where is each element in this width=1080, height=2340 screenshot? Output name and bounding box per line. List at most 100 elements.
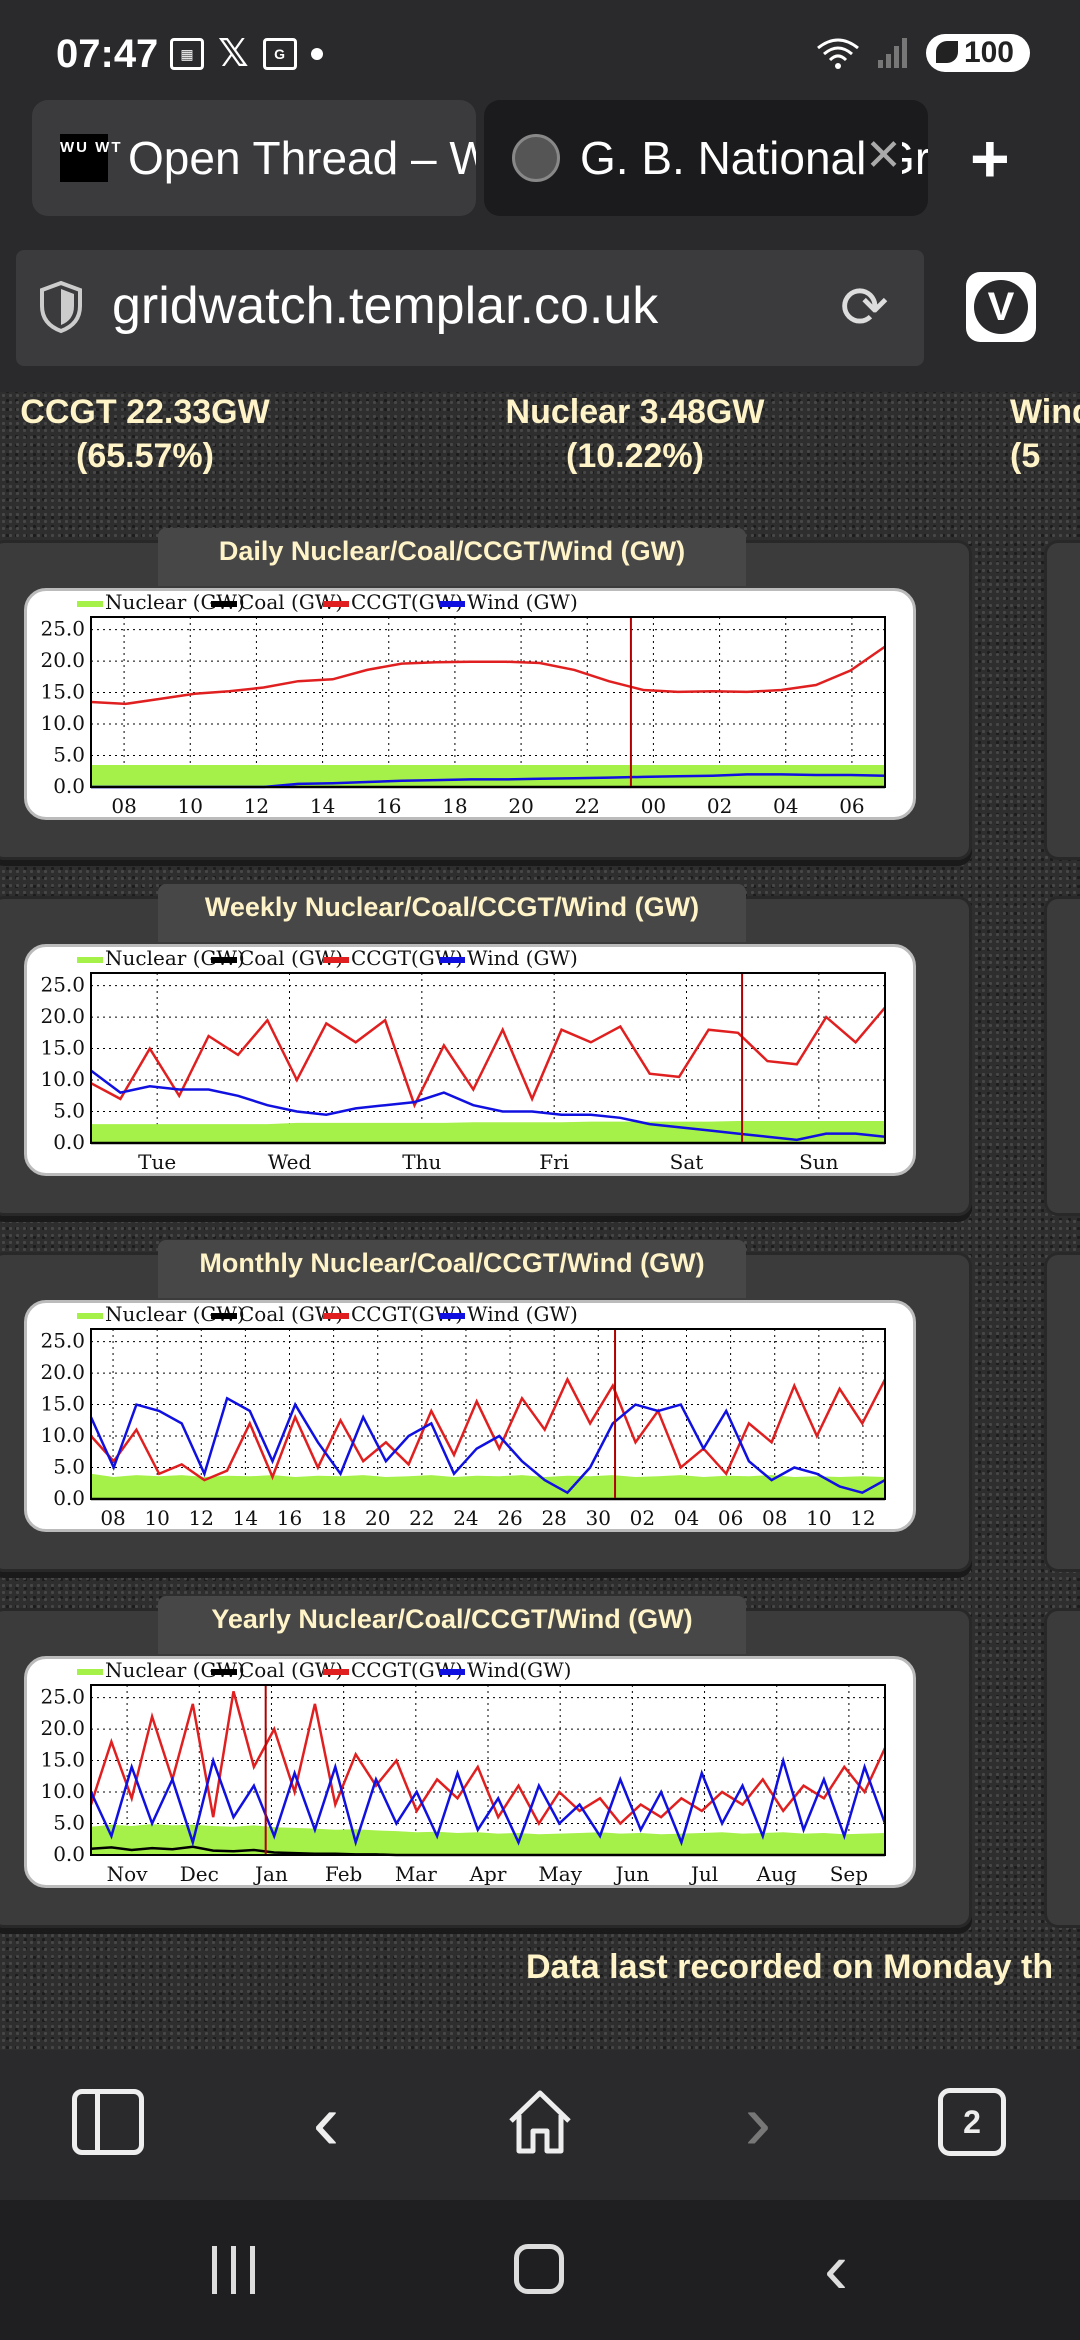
- panel-yearly: Yearly Nuclear/Coal/CCGT/Wind (GW) Nucle…: [0, 1596, 972, 1928]
- series-ccgt-line: [90, 1006, 886, 1109]
- chart-frame: Nuclear (GW) Coal (GW) CCGT(GW) Wind (GW) 0.…: [24, 944, 916, 1176]
- legend-swatch-nuclear: [77, 1669, 103, 1675]
- x-tick-label: 26: [497, 1506, 522, 1530]
- yearly-chart: Nuclear (GW)Coal (GW) CCGT(GW) Wind(GW) 0.0…: [40, 1659, 887, 1886]
- legend-label-ccgt: CCGT(GW): [351, 1659, 463, 1682]
- x-tick-label: Jul: [689, 1862, 718, 1886]
- vivaldi-logo-icon: V: [974, 280, 1028, 334]
- data-last-recorded: Data last recorded on Monday th: [526, 1948, 1054, 1986]
- battery-level: 100: [963, 36, 1014, 69]
- recents-button[interactable]: [212, 2246, 255, 2294]
- x-tick-label: 04: [773, 794, 798, 818]
- x-tick-label: Thu: [402, 1150, 441, 1174]
- legend-label-ccgt: CCGT(GW): [351, 591, 463, 614]
- y-tick-label: 25.0: [40, 617, 85, 641]
- url-field[interactable]: gridwatch.templar.co.uk ⟳: [16, 250, 924, 366]
- y-tick-label: 5.0: [53, 1099, 85, 1123]
- y-tick-label: 10.0: [40, 711, 85, 735]
- x-tick-label: May: [538, 1862, 582, 1886]
- series-nuclear-area: [91, 1473, 885, 1499]
- stat-wind-value: Wind: [1010, 393, 1080, 431]
- legend-label-wind: Wind (GW): [467, 947, 578, 970]
- plot-border: [90, 616, 886, 788]
- new-tab-plus-icon[interactable]: +: [970, 121, 1010, 197]
- x-tick-label: Jan: [253, 1862, 288, 1886]
- x-tick-label: 22: [409, 1506, 434, 1530]
- panel-tab: [158, 1240, 746, 1298]
- legend-swatch-nuclear: [77, 1313, 103, 1319]
- x-tick-label: 14: [233, 1506, 258, 1530]
- side-panel: [1044, 896, 1080, 1216]
- x-tick-label: Wed: [268, 1150, 312, 1174]
- battery-saver-icon: [935, 41, 958, 63]
- x-tick-label: 00: [641, 794, 666, 818]
- legend-swatch-ccgt: [323, 1313, 349, 1319]
- reload-icon[interactable]: ⟳: [840, 275, 889, 340]
- legend-label-coal: Coal (GW): [239, 1303, 343, 1326]
- legend-label-coal: Coal (GW): [239, 1659, 343, 1682]
- chevron-right-icon: ›: [744, 2077, 772, 2166]
- chart-title: Weekly Nuclear/Coal/CCGT/Wind (GW): [204, 892, 700, 922]
- stat-nuclear-value: Nuclear 3.48GW: [505, 393, 765, 431]
- x-tick-label: 20: [508, 794, 533, 818]
- legend-swatch-coal: [211, 1669, 237, 1675]
- panels-button[interactable]: [68, 2082, 148, 2162]
- shield-icon[interactable]: [38, 280, 84, 334]
- back-button[interactable]: ‹: [286, 2077, 366, 2166]
- x-tick-label: 16: [277, 1506, 302, 1530]
- stat-ccgt-value: CCGT 22.33GW: [20, 393, 270, 431]
- system-back-button[interactable]: ‹: [824, 2229, 848, 2309]
- legend-swatch-wind: [439, 957, 465, 963]
- series-ccgt-line: [90, 645, 886, 706]
- system-home-button[interactable]: [514, 2244, 564, 2294]
- y-tick-label: 0.0: [53, 1486, 85, 1510]
- y-tick-label: 25.0: [40, 973, 85, 997]
- plot-border: [90, 972, 886, 1144]
- tab-gridwatch[interactable]: G. B. National Grid Status ✕: [484, 100, 928, 216]
- x-tick-label: 12: [189, 1506, 214, 1530]
- series-wind-line: [89, 1396, 886, 1495]
- legend-swatch-nuclear: [77, 601, 103, 607]
- tabs-button[interactable]: 2: [932, 2082, 1012, 2162]
- status-right: 100: [816, 34, 1030, 72]
- x-tick-label: Jun: [613, 1862, 649, 1886]
- x-tick-label: Sat: [670, 1150, 704, 1174]
- legend-swatch-ccgt: [323, 957, 349, 963]
- signal-icon: [877, 38, 907, 68]
- y-tick-label: 15.0: [40, 680, 85, 704]
- close-tab-icon[interactable]: ✕: [865, 130, 902, 181]
- home-button[interactable]: [500, 2082, 580, 2162]
- legend-label-ccgt: CCGT(GW): [351, 1303, 463, 1326]
- x-tick-label: 10: [144, 1506, 169, 1530]
- legend-swatch-coal: [211, 1313, 237, 1319]
- series-ccgt-line: [90, 1376, 887, 1482]
- x-tick-label: Dec: [180, 1862, 219, 1886]
- x-tick-label: Tue: [138, 1150, 176, 1174]
- stat-wind-percent: (5: [1010, 437, 1041, 475]
- chart-title: Yearly Nuclear/Coal/CCGT/Wind (GW): [211, 1604, 693, 1634]
- more-notifications-icon: [310, 48, 323, 60]
- y-tick-label: 20.0: [40, 1716, 85, 1740]
- y-tick-label: 20.0: [40, 1360, 85, 1384]
- x-tick-label: Mar: [395, 1862, 437, 1886]
- status-time: 07:47: [56, 32, 159, 76]
- tabs-count: 2: [938, 2088, 1006, 2156]
- legend-label-nuclear: Nuclear (GW): [105, 1659, 245, 1682]
- legend-label-ccgt: CCGT(GW): [351, 947, 463, 970]
- wuwt-favicon: WU WT: [60, 134, 120, 182]
- side-panel: [1044, 1252, 1080, 1572]
- series-nuclear-area: [91, 765, 885, 787]
- legend-swatch-ccgt: [323, 1669, 349, 1675]
- x-tick-label: 18: [442, 794, 467, 818]
- vivaldi-menu-button[interactable]: V: [966, 272, 1036, 342]
- y-tick-label: 15.0: [40, 1392, 85, 1416]
- legend-label-wind: Wind (GW): [467, 1303, 578, 1326]
- forward-button[interactable]: ›: [718, 2077, 798, 2166]
- chart-title: Monthly Nuclear/Coal/CCGT/Wind (GW): [199, 1248, 705, 1278]
- notification-icons: ▦ 𝕏 G: [170, 33, 323, 75]
- x-app-icon: 𝕏: [218, 33, 249, 75]
- x-tick-label: 30: [586, 1506, 611, 1530]
- x-tick-label: Fri: [539, 1150, 569, 1174]
